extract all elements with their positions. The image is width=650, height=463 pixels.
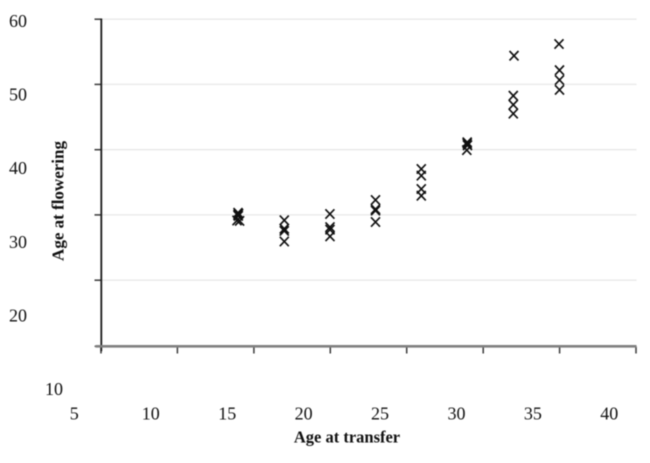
svg-text:20: 20	[295, 404, 313, 424]
svg-text:25: 25	[371, 404, 389, 424]
svg-text:10: 10	[45, 379, 63, 399]
svg-text:30: 30	[9, 232, 27, 252]
svg-text:Age at transfer: Age at transfer	[294, 428, 400, 447]
svg-text:40: 40	[9, 158, 27, 178]
svg-text:35: 35	[524, 404, 542, 424]
svg-text:15: 15	[218, 404, 236, 424]
svg-text:60: 60	[9, 11, 27, 31]
svg-text:20: 20	[9, 305, 27, 325]
svg-text:30: 30	[448, 404, 466, 424]
svg-text:40: 40	[600, 404, 618, 424]
svg-text:Age at flowering: Age at flowering	[49, 141, 68, 261]
svg-text:10: 10	[142, 404, 160, 424]
svg-text:5: 5	[70, 404, 79, 424]
svg-text:50: 50	[9, 85, 27, 105]
